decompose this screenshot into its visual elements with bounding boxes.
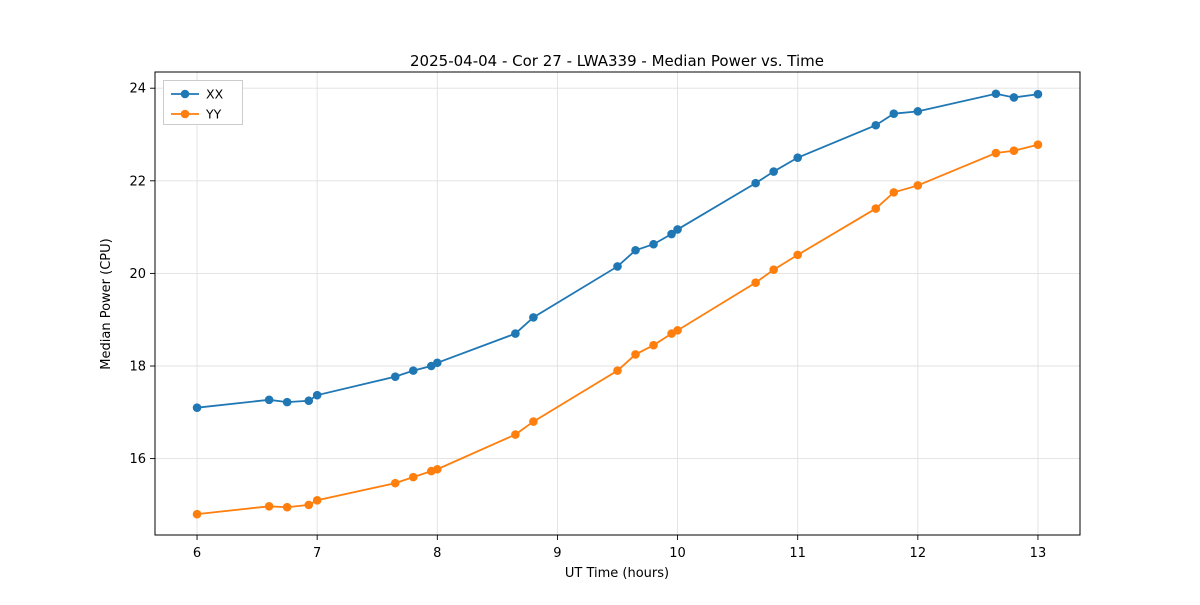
data-point-XX (433, 358, 442, 368)
data-point-XX (871, 120, 881, 130)
data-point-YY (511, 430, 520, 439)
x-tick-label: 7 (313, 546, 321, 561)
axis-ticks: 6 7 8 9 10 11 12 13 16 18 20 22 24 (129, 82, 1046, 561)
data-point-XX (889, 109, 899, 118)
data-point-XX (613, 262, 622, 271)
y-tick-label: 22 (129, 174, 146, 189)
legend-label-YY: YY (205, 107, 222, 122)
data-point-XX (511, 329, 520, 338)
legend-marker-XX (180, 89, 190, 99)
data-point-XX (1009, 93, 1019, 102)
x-tick-label: 9 (553, 546, 561, 561)
data-point-YY (304, 500, 314, 510)
data-point-YY (793, 250, 802, 260)
legend: XX YY (163, 80, 243, 125)
data-point-XX (751, 178, 760, 188)
data-point-YY (390, 478, 400, 488)
data-point-XX (408, 366, 418, 375)
data-point-XX (793, 153, 802, 162)
data-point-YY (192, 509, 202, 519)
data-point-YY (751, 278, 760, 287)
plot-frame (154, 71, 1081, 536)
data-point-YY (282, 502, 292, 512)
data-point-XX (304, 396, 314, 406)
data-point-XX (913, 107, 923, 116)
x-tick-label: 6 (193, 546, 201, 561)
data-point-YY (1033, 140, 1043, 149)
data-point-YY (433, 464, 442, 474)
legend-label-XX: XX (206, 87, 224, 102)
legend-box (163, 80, 243, 125)
data-point-YY (649, 340, 658, 350)
y-tick-label: 18 (129, 360, 146, 375)
data-point-YY (769, 265, 778, 275)
data-point-XX (1033, 89, 1043, 99)
data-point-YY (529, 417, 538, 426)
data-point-YY (613, 366, 622, 375)
data-point-XX (264, 395, 274, 405)
data-point-XX (282, 397, 292, 407)
data-point-YY (673, 326, 682, 335)
chart-title: 2025-04-04 - Cor 27 - LWA339 - Median Po… (410, 52, 824, 70)
data-point-YY (408, 472, 418, 482)
data-point-XX (769, 167, 778, 176)
data-point-YY (871, 204, 881, 213)
data-point-XX (673, 225, 682, 234)
series-line-XX (196, 92, 1039, 409)
data-point-YY (631, 350, 640, 359)
data-point-XX (192, 403, 202, 412)
data-series (192, 89, 1043, 519)
y-tick-label: 20 (129, 267, 146, 282)
data-point-YY (312, 495, 322, 505)
x-tick-label: 12 (910, 546, 927, 561)
y-axis-label: Median Power (CPU) (99, 238, 114, 369)
data-point-YY (913, 181, 923, 190)
data-point-YY (991, 148, 1001, 158)
gridlines (155, 72, 1080, 535)
data-point-XX (631, 245, 640, 255)
data-point-XX (529, 313, 538, 322)
x-tick-label: 8 (433, 546, 441, 561)
x-tick-label: 13 (1030, 546, 1047, 561)
data-point-YY (889, 188, 899, 197)
legend-marker-YY (180, 109, 190, 119)
data-point-XX (667, 229, 676, 239)
x-tick-label: 11 (789, 546, 806, 561)
data-point-XX (991, 89, 1001, 99)
y-tick-label: 24 (129, 82, 146, 97)
data-point-XX (312, 390, 322, 400)
x-tick-label: 10 (669, 546, 686, 561)
y-tick-label: 16 (129, 452, 146, 467)
data-point-YY (264, 501, 274, 511)
data-point-XX (649, 239, 658, 249)
data-point-XX (390, 372, 400, 381)
data-point-YY (1009, 146, 1019, 156)
x-axis-label: UT Time (hours) (565, 566, 669, 581)
